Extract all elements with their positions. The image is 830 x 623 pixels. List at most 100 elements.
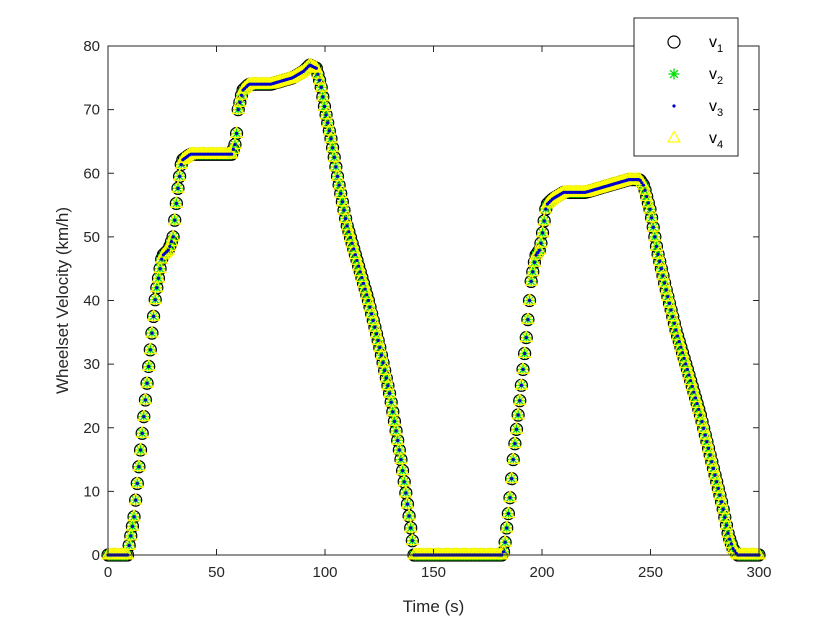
data-point-v4 bbox=[123, 528, 138, 541]
data-point-v4 bbox=[343, 229, 358, 243]
data-point-v3 bbox=[371, 318, 375, 323]
data-point-v4 bbox=[340, 218, 355, 231]
data-point-v4 bbox=[670, 328, 685, 341]
data-point-v3 bbox=[692, 390, 696, 394]
data-point-v3 bbox=[140, 431, 144, 435]
data-point-v4 bbox=[677, 350, 692, 363]
x-axis-label: Time (s) bbox=[403, 597, 465, 616]
data-point-v3 bbox=[340, 200, 344, 204]
data-point-v3 bbox=[319, 85, 323, 89]
data-point-v3 bbox=[537, 248, 541, 252]
data-point-v3 bbox=[166, 248, 170, 252]
data-point-v3 bbox=[156, 276, 161, 280]
data-point-v4 bbox=[341, 224, 356, 237]
data-point-v4 bbox=[346, 241, 361, 254]
data-point-v4 bbox=[166, 229, 180, 242]
data-point-v3 bbox=[682, 356, 686, 360]
data-point-v4 bbox=[680, 361, 695, 374]
data-point-v3 bbox=[711, 466, 716, 471]
data-point-v3 bbox=[695, 401, 699, 406]
data-point-v3 bbox=[360, 275, 364, 280]
data-point-v4 bbox=[330, 168, 345, 181]
data-point-v3 bbox=[536, 251, 540, 255]
data-point-v3 bbox=[231, 147, 235, 151]
data-point-v3 bbox=[368, 305, 372, 309]
data-point-v3 bbox=[534, 253, 538, 257]
data-point-v3 bbox=[523, 351, 527, 356]
data-point-v4 bbox=[506, 451, 521, 465]
data-point-v4 bbox=[145, 325, 159, 338]
data-point-v3 bbox=[169, 240, 174, 244]
data-point-v4 bbox=[228, 136, 242, 150]
axis-ticks: 0 50 100 150 200 250 300 0 10 20 30 40 50 60 70 80 bbox=[83, 38, 771, 581]
data-point-v3 bbox=[729, 542, 733, 546]
data-point-v4 bbox=[503, 490, 517, 503]
data-point-v4 bbox=[351, 258, 366, 271]
data-point-v4 bbox=[636, 177, 651, 190]
data-point-v3 bbox=[138, 448, 143, 452]
x-tick-label: 50 bbox=[208, 564, 225, 581]
data-point-v3 bbox=[667, 301, 672, 305]
data-point-v3 bbox=[365, 293, 369, 297]
data-point-v4 bbox=[359, 287, 374, 300]
data-point-v4 bbox=[499, 520, 514, 533]
data-point-v4 bbox=[400, 496, 415, 509]
data-point-v3 bbox=[151, 314, 156, 319]
data-point-v3 bbox=[352, 247, 356, 251]
data-point-v3 bbox=[726, 531, 730, 535]
data-point-v3 bbox=[702, 426, 706, 430]
data-point-v3 bbox=[526, 317, 530, 322]
data-point-v3 bbox=[397, 448, 401, 452]
data-point-v3 bbox=[700, 420, 704, 424]
data-point-v4 bbox=[135, 425, 150, 438]
data-point-v3 bbox=[506, 512, 510, 516]
data-point-v4 bbox=[327, 149, 342, 162]
data-point-v4 bbox=[644, 210, 659, 223]
y-tick-label: 60 bbox=[83, 165, 100, 182]
data-point-v3 bbox=[383, 368, 387, 373]
data-point-v3 bbox=[384, 376, 388, 380]
data-point-v3 bbox=[404, 491, 408, 495]
data-point-v3 bbox=[178, 174, 182, 179]
data-point-v4 bbox=[172, 168, 187, 181]
data-point-v4 bbox=[136, 408, 151, 422]
data-point-v4 bbox=[325, 140, 340, 153]
data-point-v4 bbox=[353, 264, 368, 277]
data-point-v3 bbox=[669, 308, 673, 312]
data-point-v3 bbox=[710, 460, 714, 464]
data-point-v4 bbox=[328, 159, 343, 172]
data-point-v4 bbox=[149, 280, 164, 293]
data-point-v4 bbox=[382, 385, 397, 398]
data-point-v4 bbox=[148, 291, 163, 305]
data-point-v4 bbox=[348, 246, 363, 260]
data-point-v3 bbox=[381, 361, 385, 365]
y-tick-label: 40 bbox=[83, 293, 100, 310]
legend-marker-v1 bbox=[667, 35, 681, 49]
data-point-v4 bbox=[534, 235, 548, 248]
data-point-v3 bbox=[732, 549, 737, 553]
x-tick-label: 200 bbox=[529, 564, 554, 581]
data-point-v4 bbox=[153, 260, 167, 274]
data-point-v4 bbox=[669, 322, 683, 335]
data-point-v3 bbox=[399, 457, 403, 462]
data-point-v3 bbox=[344, 216, 348, 221]
data-point-v4 bbox=[525, 264, 540, 277]
data-point-v3 bbox=[358, 270, 362, 274]
data-point-v3 bbox=[332, 155, 336, 159]
data-point-v3 bbox=[373, 325, 377, 329]
data-point-v4 bbox=[127, 509, 141, 522]
data-point-v3 bbox=[687, 373, 691, 377]
data-point-v4 bbox=[724, 536, 739, 549]
data-point-v3 bbox=[645, 194, 649, 199]
data-point-v3 bbox=[721, 507, 725, 512]
legend-marker-v3 bbox=[672, 104, 676, 108]
data-point-v3 bbox=[158, 267, 162, 271]
data-point-v4 bbox=[324, 131, 338, 144]
data-point-v3 bbox=[345, 224, 349, 228]
data-point-v4 bbox=[140, 375, 154, 388]
data-point-v3 bbox=[690, 384, 694, 388]
data-point-v4 bbox=[722, 531, 737, 544]
data-point-v4 bbox=[498, 534, 512, 547]
data-point-v4 bbox=[229, 125, 244, 138]
